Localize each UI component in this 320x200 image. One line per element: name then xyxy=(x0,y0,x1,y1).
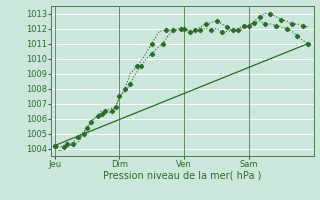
X-axis label: Pression niveau de la mer( hPa ): Pression niveau de la mer( hPa ) xyxy=(103,171,261,181)
